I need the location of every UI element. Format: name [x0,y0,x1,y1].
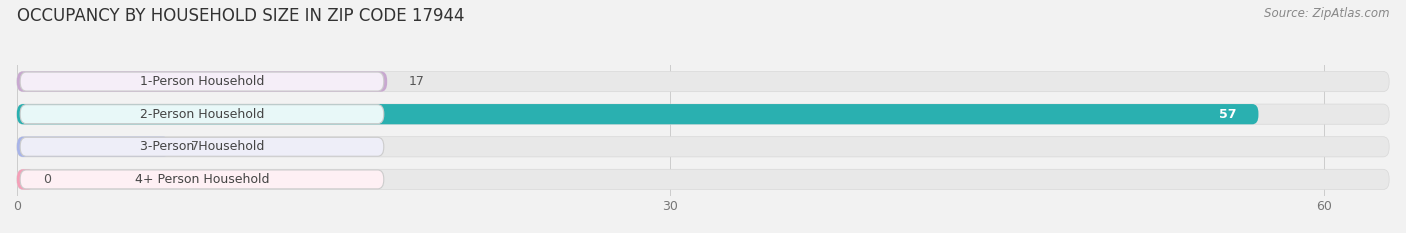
Text: OCCUPANCY BY HOUSEHOLD SIZE IN ZIP CODE 17944: OCCUPANCY BY HOUSEHOLD SIZE IN ZIP CODE … [17,7,464,25]
FancyBboxPatch shape [17,72,387,92]
FancyBboxPatch shape [17,169,34,189]
Text: 2-Person Household: 2-Person Household [139,108,264,121]
Text: 0: 0 [44,173,51,186]
FancyBboxPatch shape [17,137,1389,157]
FancyBboxPatch shape [17,169,1389,189]
Text: 57: 57 [1219,108,1237,121]
FancyBboxPatch shape [20,170,384,189]
Text: 3-Person Household: 3-Person Household [139,140,264,153]
FancyBboxPatch shape [20,137,384,156]
FancyBboxPatch shape [17,137,169,157]
Text: Source: ZipAtlas.com: Source: ZipAtlas.com [1264,7,1389,20]
Text: 17: 17 [409,75,425,88]
FancyBboxPatch shape [17,104,1389,124]
FancyBboxPatch shape [17,72,1389,92]
Text: 7: 7 [191,140,200,153]
FancyBboxPatch shape [17,104,1258,124]
FancyBboxPatch shape [20,105,384,124]
Text: 4+ Person Household: 4+ Person Household [135,173,269,186]
FancyBboxPatch shape [20,72,384,91]
Text: 1-Person Household: 1-Person Household [139,75,264,88]
